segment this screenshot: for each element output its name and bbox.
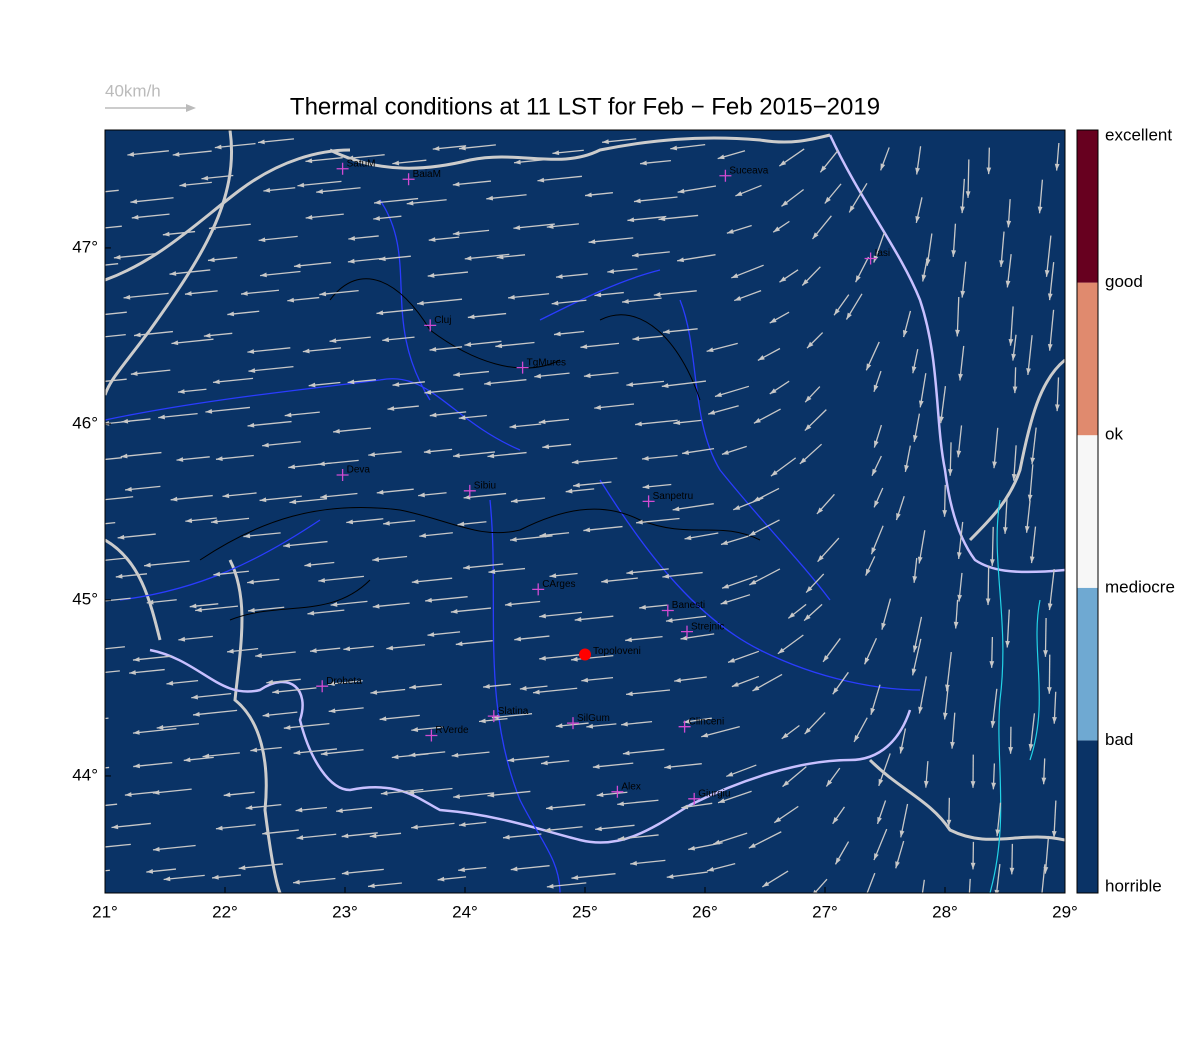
colorbar-label: ok — [1105, 425, 1123, 444]
city-label: Banesti — [672, 600, 705, 611]
wind-arrowhead — [79, 870, 86, 875]
wind-scale-arrowhead — [186, 104, 196, 112]
colorbar-label: horrible — [1105, 876, 1162, 895]
wind-arrowhead — [73, 161, 80, 166]
wind-arrowhead — [966, 904, 971, 911]
wind-arrowhead — [864, 895, 869, 902]
x-tick-label: 27° — [812, 902, 838, 921]
colorbar-segment — [1077, 588, 1098, 741]
city-label: Sanpetru — [653, 491, 694, 502]
colorbar-segment — [1077, 283, 1098, 436]
city-label: Suceava — [729, 165, 768, 176]
wind-arrowhead — [74, 192, 81, 197]
wind-arrowhead — [89, 380, 96, 385]
wind-arrowhead — [98, 497, 105, 502]
wind-arrow — [80, 718, 108, 721]
wind-arrowhead — [1039, 897, 1044, 904]
city-label: SatuM — [347, 158, 376, 169]
colorbar-segment — [1077, 740, 1098, 893]
wind-arrowhead — [85, 559, 92, 564]
city-label: Sibiu — [474, 480, 496, 491]
x-tick-label: 22° — [212, 902, 238, 921]
x-tick-label: 28° — [932, 902, 958, 921]
city-label: Drobeta — [326, 676, 362, 687]
city-label: Cluj — [434, 315, 451, 326]
wind-arrow — [73, 161, 105, 164]
y-tick-label: 45° — [72, 589, 98, 608]
colorbar-label: mediocre — [1105, 577, 1175, 596]
y-tick-label: 44° — [72, 765, 98, 784]
wind-arrowhead — [80, 718, 87, 723]
x-tick-label: 24° — [452, 902, 478, 921]
wind-arrowhead — [92, 335, 99, 340]
wind-arrowhead — [88, 227, 95, 232]
x-tick-label: 21° — [92, 902, 118, 921]
y-tick-label: 47° — [72, 237, 98, 256]
wind-arrowhead — [65, 769, 72, 774]
x-tick-label: 23° — [332, 902, 358, 921]
wind-arrowhead — [920, 896, 925, 903]
x-tick-label: 29° — [1052, 902, 1078, 921]
city-label: Alex — [621, 781, 640, 792]
colorbar-label: good — [1105, 272, 1143, 291]
city-label: CArges — [542, 579, 575, 590]
wind-arrowhead — [92, 458, 99, 463]
city-label: Slatina — [498, 706, 529, 717]
city-label: Clinceni — [689, 716, 725, 727]
colorbar-segment — [1077, 130, 1098, 283]
wind-arrowhead — [84, 671, 91, 676]
wind-scale-label: 40km/h — [105, 81, 161, 100]
city-label: BaiaM — [413, 169, 441, 180]
wind-arrowhead — [96, 312, 103, 317]
x-tick-label: 25° — [572, 902, 598, 921]
y-tick-label: 46° — [72, 413, 98, 432]
wind-arrowhead — [87, 846, 94, 851]
city-label: Deva — [347, 465, 371, 476]
city-label: Strejnic — [691, 621, 724, 632]
map-background — [105, 130, 1065, 893]
colorbar-label: bad — [1105, 730, 1133, 749]
city-label: Giurgiu — [698, 788, 730, 799]
wind-arrowhead — [74, 265, 81, 270]
wind-arrowhead — [75, 805, 82, 810]
map-title: Thermal conditions at 11 LST for Feb − F… — [290, 93, 880, 120]
colorbar-segment — [1077, 435, 1098, 588]
wind-arrowhead — [86, 523, 93, 528]
colorbar-label: excellent — [1105, 125, 1172, 144]
wind-arrowhead — [89, 647, 96, 652]
city-label: TgMures — [527, 357, 566, 368]
x-tick-label: 26° — [692, 902, 718, 921]
city-label: RVerde — [435, 725, 469, 736]
site-marker — [579, 649, 591, 661]
city-label: SilGum — [577, 713, 610, 724]
site-label: Topoloveni — [593, 646, 641, 657]
city-label: Iasi — [875, 248, 891, 259]
